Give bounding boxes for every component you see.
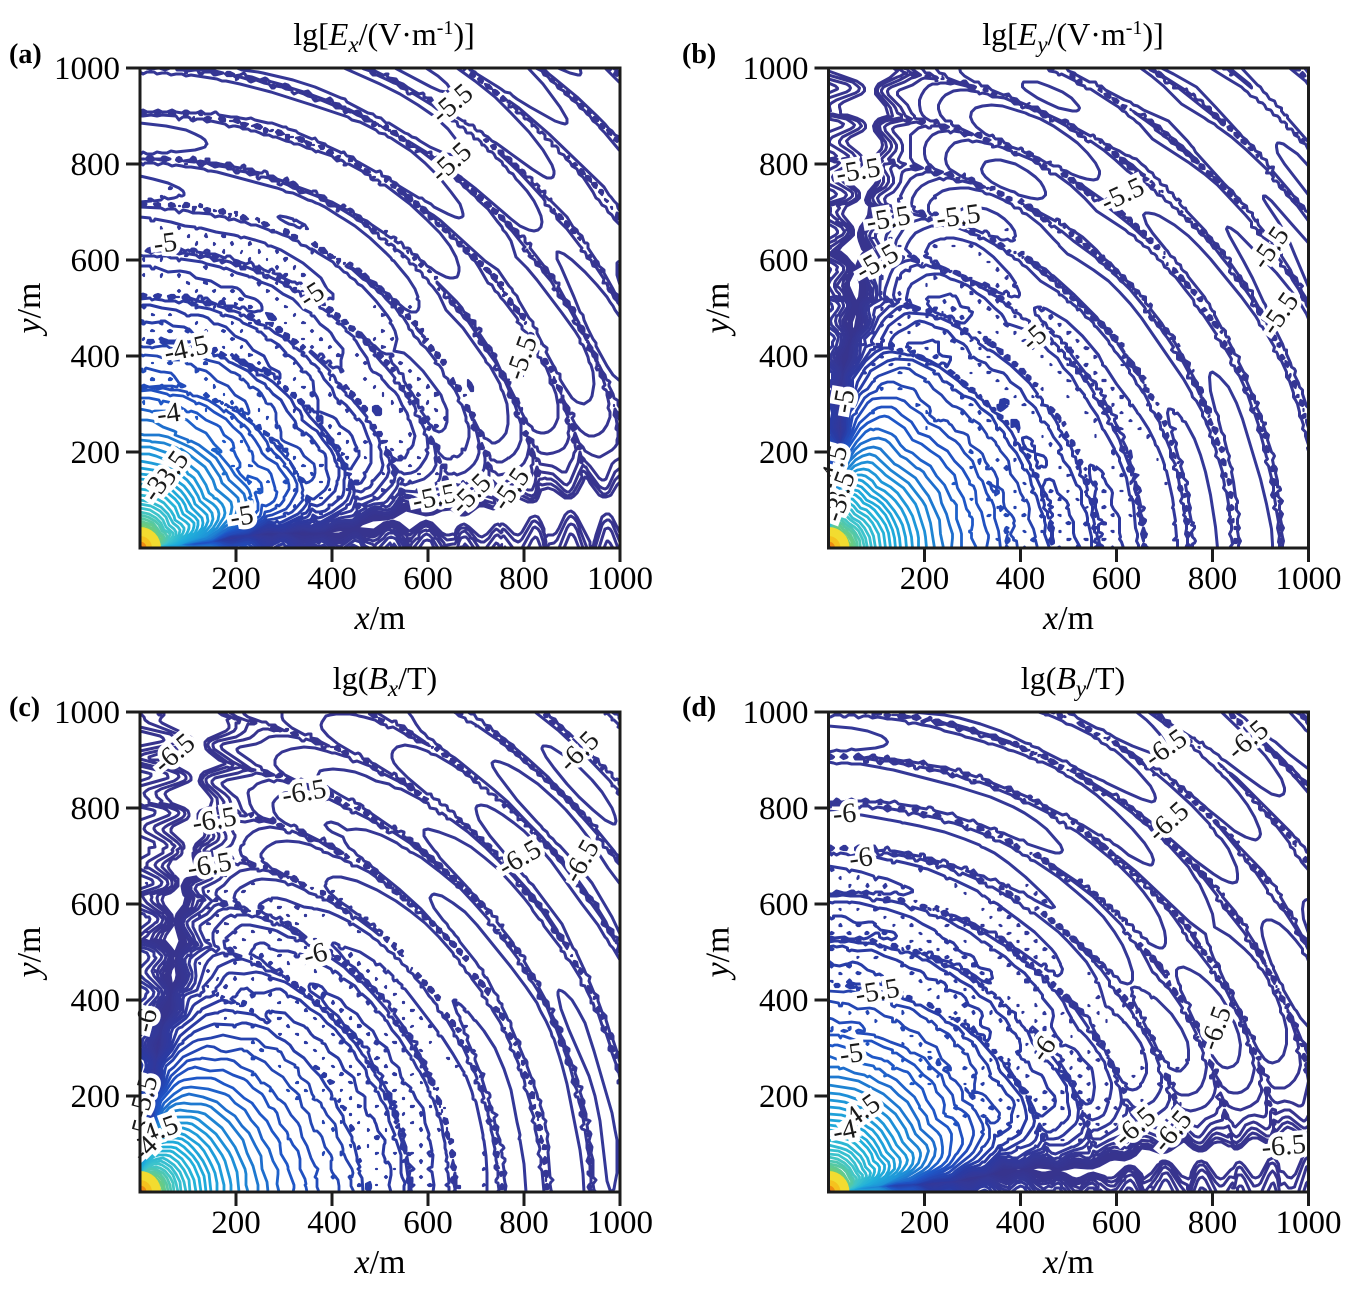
svg-text:200: 200 (900, 1205, 950, 1241)
svg-text:-6: -6 (832, 797, 858, 830)
svg-text:600: 600 (1092, 561, 1142, 597)
svg-text:x/m: x/m (354, 1244, 406, 1281)
svg-text:600: 600 (759, 243, 809, 279)
svg-text:1000: 1000 (587, 561, 653, 597)
svg-text:(b): (b) (682, 39, 716, 70)
svg-text:y/m: y/m (700, 283, 737, 337)
svg-text:1000: 1000 (54, 695, 120, 731)
svg-text:600: 600 (403, 561, 453, 597)
svg-text:-5: -5 (152, 226, 179, 260)
svg-text:200: 200 (71, 435, 121, 471)
svg-text:-4: -4 (155, 397, 182, 431)
svg-text:800: 800 (1188, 561, 1238, 597)
svg-text:600: 600 (759, 887, 809, 923)
svg-text:400: 400 (71, 983, 121, 1019)
svg-text:1000: 1000 (54, 51, 120, 87)
svg-text:lg[Ex/(V·m-1)]: lg[Ex/(V·m-1)] (293, 16, 475, 57)
svg-text:200: 200 (211, 561, 261, 597)
svg-text:(a): (a) (9, 39, 42, 70)
svg-text:200: 200 (211, 1205, 261, 1241)
svg-text:1000: 1000 (1276, 561, 1342, 597)
svg-text:200: 200 (71, 1079, 121, 1115)
svg-text:-6.5: -6.5 (1260, 1129, 1307, 1164)
svg-text:800: 800 (71, 147, 121, 183)
svg-text:lg(Bx/T): lg(Bx/T) (333, 660, 437, 701)
svg-text:400: 400 (996, 1205, 1046, 1241)
svg-text:200: 200 (759, 1079, 809, 1115)
svg-text:-6.5: -6.5 (280, 773, 329, 811)
svg-text:1000: 1000 (1276, 1205, 1342, 1241)
svg-text:800: 800 (759, 791, 809, 827)
svg-text:200: 200 (900, 561, 950, 597)
svg-text:600: 600 (403, 1205, 453, 1241)
svg-text:1000: 1000 (587, 1205, 653, 1241)
svg-text:lg(By/T): lg(By/T) (1021, 660, 1125, 701)
svg-text:800: 800 (499, 1205, 549, 1241)
svg-text:800: 800 (759, 147, 809, 183)
svg-text:400: 400 (759, 339, 809, 375)
svg-text:800: 800 (1188, 1205, 1238, 1241)
svg-text:400: 400 (307, 561, 357, 597)
svg-text:400: 400 (71, 339, 121, 375)
svg-text:-5: -5 (838, 1037, 865, 1071)
svg-text:600: 600 (71, 887, 121, 923)
svg-text:y/m: y/m (11, 927, 48, 981)
svg-text:400: 400 (307, 1205, 357, 1241)
svg-text:1000: 1000 (743, 695, 809, 731)
svg-text:(d): (d) (682, 692, 716, 723)
svg-text:1000: 1000 (743, 51, 809, 87)
svg-text:(c): (c) (9, 692, 40, 723)
svg-text:x/m: x/m (1042, 1244, 1094, 1281)
svg-text:600: 600 (71, 243, 121, 279)
svg-text:800: 800 (71, 791, 121, 827)
svg-text:-6: -6 (847, 841, 874, 875)
svg-text:400: 400 (996, 561, 1046, 597)
svg-text:y/m: y/m (11, 283, 48, 337)
svg-text:600: 600 (1092, 1205, 1142, 1241)
svg-text:x/m: x/m (354, 600, 406, 637)
svg-text:800: 800 (499, 561, 549, 597)
svg-text:-5.5: -5.5 (934, 198, 982, 235)
svg-text:x/m: x/m (1042, 600, 1094, 637)
svg-text:400: 400 (759, 983, 809, 1019)
svg-text:y/m: y/m (700, 927, 737, 981)
svg-text:200: 200 (759, 435, 809, 471)
